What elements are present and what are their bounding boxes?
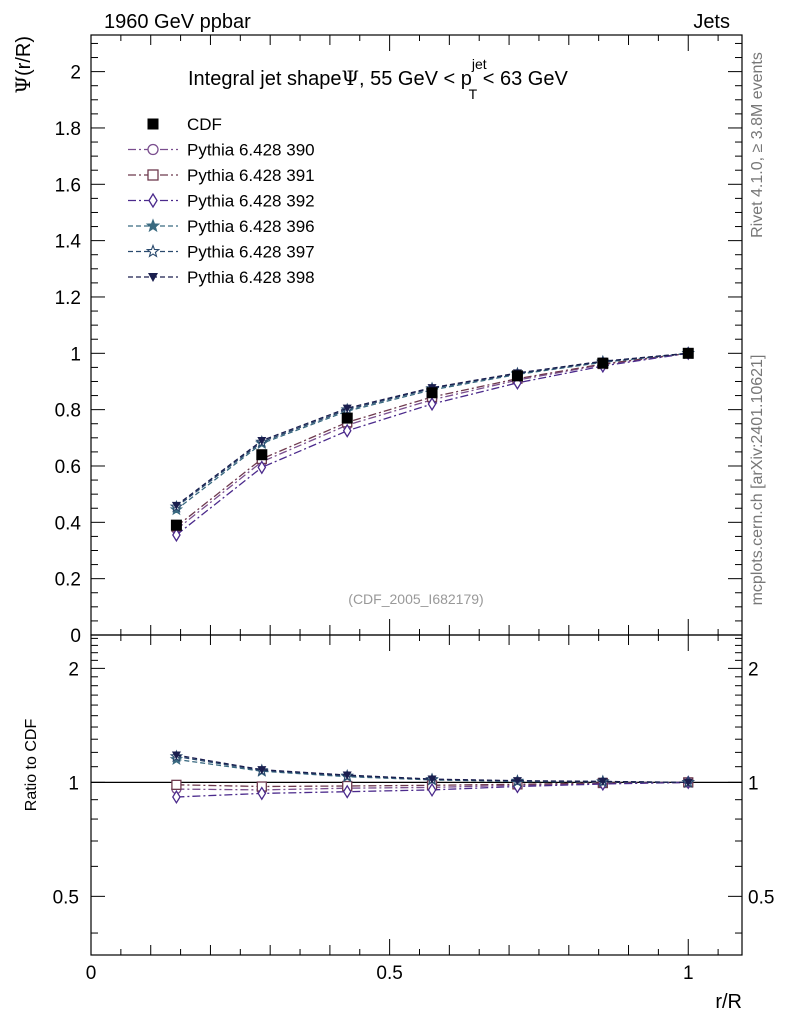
ratio-y-axis-label: Ratio to CDF	[23, 719, 40, 812]
main-series-1	[171, 348, 694, 535]
main-series-line	[175, 352, 689, 528]
main-data-point	[342, 404, 352, 413]
rivet-version-label: Rivet 4.1.0, ≥ 3.8M events	[749, 52, 766, 238]
legend-label: Pythia 6.428 391	[187, 166, 315, 185]
main-series-group	[169, 346, 695, 543]
x-axis-label: r/R	[715, 991, 742, 1013]
main-y-axis-label: Ψ(r/R)	[11, 36, 35, 94]
main-series-6	[171, 349, 693, 510]
legend-label: Pythia 6.428 397	[187, 243, 315, 262]
ratio-plot-frame	[90, 634, 743, 956]
main-y-tick-label: 1	[70, 344, 81, 365]
ratio-data-point	[342, 771, 352, 780]
main-y-tick-label: 0.8	[55, 401, 81, 422]
main-data-point	[256, 449, 268, 461]
ratio-y-tick-label-right: 2	[748, 659, 759, 680]
legend-marker	[147, 143, 159, 156]
ratio-series-group	[169, 749, 695, 805]
legend-item: Pythia 6.428 396	[128, 217, 315, 236]
ratio-data-point	[257, 786, 267, 801]
ratio-y-tick-label: 1	[68, 773, 79, 794]
ratio-series-6	[171, 751, 693, 787]
main-data-point	[257, 437, 267, 446]
main-series-4	[169, 346, 695, 516]
legend-marker	[147, 169, 159, 181]
main-data-point	[597, 357, 609, 369]
ratio-y-tick-label: 2	[68, 659, 79, 680]
main-data-point	[427, 396, 437, 412]
ratio-data-point	[172, 789, 181, 805]
main-plot-title: Integral jet shapeΨ, 55 GeV < pjet T < 63…	[188, 56, 568, 102]
legend-item: Pythia 6.428 390	[128, 141, 315, 160]
legend-marker	[145, 218, 161, 233]
main-series-line	[176, 352, 689, 506]
legend-marker	[148, 273, 158, 282]
x-tick-label: 0	[86, 963, 97, 984]
main-y-tick-label: 1.6	[55, 175, 81, 196]
analysis-id-label: (CDF_2005_I682179)	[348, 591, 483, 607]
ratio-data-point	[257, 766, 267, 775]
legend-item: Pythia 6.428 397	[128, 243, 315, 262]
legend-item: Pythia 6.428 398	[128, 268, 315, 287]
ratio-data-point	[171, 779, 182, 790]
main-y-tick-label: 0.4	[55, 513, 82, 534]
ratio-panel: 0 0.5 1 0.5 0.5 1 1 2 2	[53, 634, 774, 984]
ratio-y-tick-label-right: 1	[748, 773, 759, 794]
main-data-point	[170, 519, 182, 531]
main-data-point	[171, 501, 181, 510]
main-series-line	[176, 352, 689, 508]
legend-label: Pythia 6.428 396	[187, 217, 315, 236]
main-data-point	[511, 370, 523, 382]
main-y-tick-label: 1.8	[55, 119, 81, 140]
ratio-data-point	[512, 777, 522, 786]
main-series-5	[169, 346, 695, 513]
main-data-point	[426, 387, 438, 399]
legend-marker	[148, 192, 158, 209]
ratio-data-point	[683, 778, 693, 787]
legend-item: Pythia 6.428 392	[128, 192, 315, 211]
main-data-point	[341, 412, 353, 424]
legend-label: Pythia 6.428 390	[187, 141, 315, 160]
ratio-data-point	[342, 784, 352, 799]
main-series-0	[170, 347, 694, 531]
legend-item: CDF	[147, 115, 222, 134]
main-data-point	[257, 460, 267, 475]
main-y-tick-label: 0.2	[55, 570, 81, 591]
legend-marker	[147, 118, 159, 130]
legend-label: CDF	[187, 115, 222, 134]
legend: CDF Pythia 6.428 390 Pythia 6.428 391 Pythi…	[128, 115, 315, 287]
main-y-tick-label: 2	[70, 63, 81, 84]
legend-label: Pythia 6.428 398	[187, 268, 315, 287]
main-data-point	[682, 347, 694, 359]
main-series-line	[176, 352, 689, 511]
experiment-label: 1960 GeV ppbar	[104, 11, 251, 33]
main-data-point	[342, 423, 352, 438]
ratio-data-point	[427, 782, 437, 798]
x-tick-label: 1	[683, 963, 694, 984]
main-series-2	[171, 348, 694, 532]
legend-label: Pythia 6.428 392	[187, 192, 315, 211]
ratio-y-tick-label: 0.5	[53, 887, 79, 908]
main-y-tick-label: 0.6	[55, 457, 81, 478]
ratio-y-tick-label-right: 0.5	[748, 887, 774, 908]
main-y-tick-label: 1.4	[55, 232, 82, 253]
main-y-tick-label: 1.2	[55, 288, 81, 309]
main-series-3	[172, 346, 693, 543]
ratio-data-point	[171, 751, 181, 760]
ratio-data-point	[598, 777, 608, 786]
legend-item: Pythia 6.428 391	[128, 166, 315, 185]
main-series-line	[175, 352, 689, 536]
legend-marker	[145, 243, 161, 258]
main-data-point	[172, 527, 181, 543]
x-tick-label: 0.5	[376, 963, 402, 984]
category-label: Jets	[693, 11, 730, 33]
main-y-tick-label: 0	[70, 626, 81, 647]
mcplots-label: mcplots.cern.ch [arXiv:2401.10621]	[749, 355, 766, 606]
main-series-line	[175, 352, 689, 530]
ratio-data-point	[427, 775, 437, 784]
